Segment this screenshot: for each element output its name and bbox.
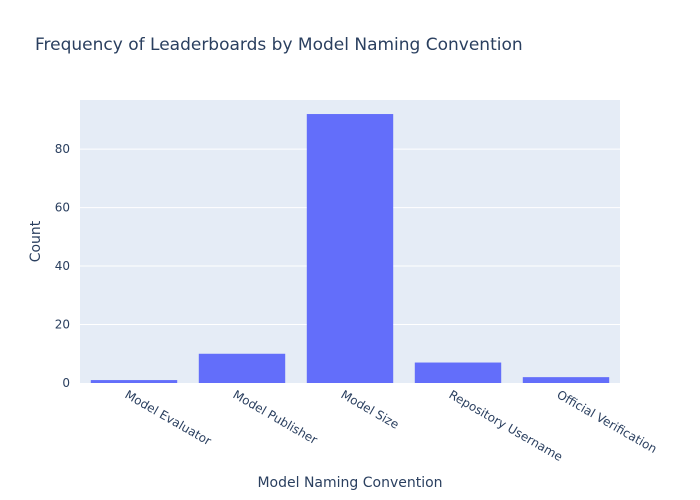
bar [522, 377, 610, 383]
bar [198, 353, 286, 383]
x-tick-labels: Model Evaluator Model Publisher Model Size… [123, 387, 660, 464]
bar [414, 362, 502, 383]
x-tick-label: Repository Username [447, 387, 566, 464]
chart-title: Frequency of Leaderboards by Model Namin… [35, 35, 523, 55]
y-tick-label: 20 [55, 318, 70, 332]
y-tick-labels: 0 20 40 60 80 [55, 142, 70, 390]
x-tick-label: Model Publisher [231, 387, 320, 447]
x-tick-label: Official Verification [555, 387, 660, 456]
x-tick-label: Model Evaluator [123, 387, 214, 448]
y-tick-label: 60 [55, 201, 70, 215]
bars [90, 114, 610, 384]
y-tick-label: 0 [62, 376, 70, 390]
x-axis-label: Model Naming Convention [257, 475, 442, 491]
bar [90, 380, 178, 383]
x-tick-label: Model Size [339, 387, 402, 431]
bar [306, 114, 394, 384]
y-tick-label: 80 [55, 142, 70, 156]
y-axis-label: Count [28, 220, 44, 262]
y-tick-label: 40 [55, 259, 70, 273]
